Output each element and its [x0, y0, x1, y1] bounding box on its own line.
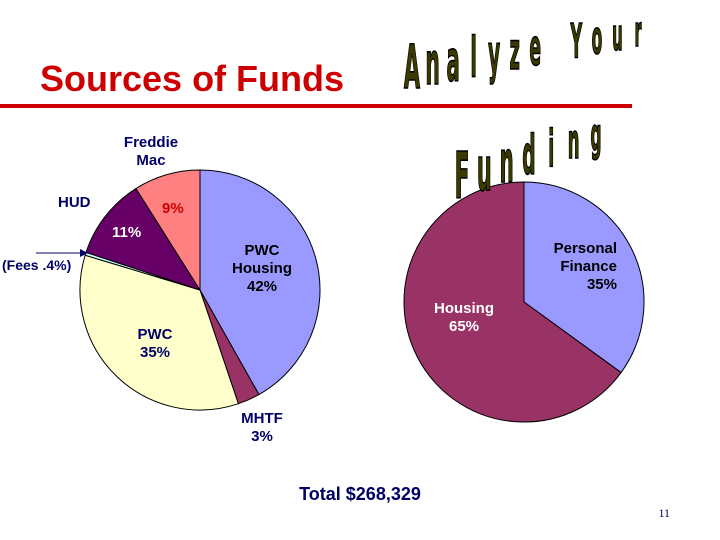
label-mhtf: MHTF 3%: [241, 410, 283, 445]
wordart-line1-letter-10: u: [612, 10, 623, 61]
wordart-line1-letter-9: o: [592, 12, 603, 64]
label-housing: Housing 65%: [434, 300, 494, 335]
pie-slice-personal-finance: [523, 181, 645, 374]
wordart-line2-letter-3: d: [522, 123, 535, 187]
pie-slice-housing: [403, 181, 622, 423]
wordart-line2-letter-4: i: [548, 119, 554, 179]
label-personal-finance: Personal Finance 35%: [553, 240, 617, 293]
pie-slice-freddie-mac: [135, 169, 201, 292]
slide-title: Sources of Funds: [40, 58, 345, 99]
wordart-line2-letter-1: u: [477, 134, 492, 205]
wordart-line2-letter-5: n: [568, 115, 580, 170]
label-fees: (Fees .4%): [2, 257, 72, 273]
pie-slice-pwc: [79, 254, 239, 411]
page-number: 11: [658, 506, 670, 520]
pie-slice-pwc-housing: [199, 169, 321, 396]
wordart-line1-letter-11: r: [634, 9, 641, 57]
label-freddie-name: Freddie Mac: [123, 134, 179, 169]
wordart-line1-letter-0: A: [404, 32, 420, 103]
label-freddie-value: 9%: [162, 200, 184, 217]
wordart-line1-letter-4: y: [488, 25, 500, 87]
wordart-line2-letter-2: n: [500, 130, 514, 197]
pie-slice-hud: [85, 187, 202, 291]
wordart-line1-letter-5: z: [510, 22, 520, 82]
wordart-line1-letter-3: l: [470, 24, 477, 90]
label-pwc: PWC 35%: [137, 326, 173, 361]
wordart-line2-letter-0: F: [454, 140, 469, 214]
wordart-line1-letter-2: a: [446, 28, 459, 95]
wordart-line1-letter-1: n: [425, 31, 439, 99]
wordart-line1-letter-6: e: [529, 18, 541, 77]
fees-leader-arrow: [80, 249, 88, 257]
label-hud-value: 11%: [112, 224, 142, 241]
label-hud-name: HUD: [58, 194, 91, 211]
label-pwc-housing: PWC Housing 42%: [232, 242, 292, 295]
wordart-line1-letter-8: Y: [570, 15, 582, 70]
title-rule: [0, 104, 632, 108]
total-amount: Total $268,329: [299, 484, 421, 504]
wordart-line2-letter-6: g: [590, 109, 601, 161]
